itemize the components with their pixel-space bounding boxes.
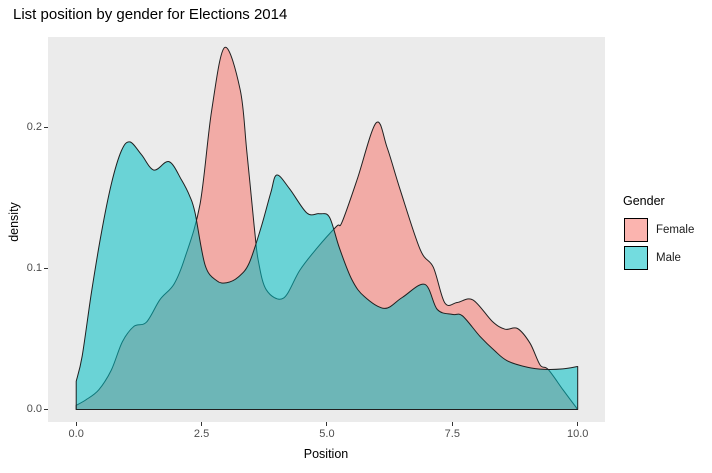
x-tick-mark [577, 422, 579, 426]
density-area-male [75, 141, 579, 410]
x-tick-mark [326, 422, 328, 426]
legend-item-male: Male [624, 246, 694, 270]
legend-label: Male [656, 252, 681, 264]
x-tick-label: 7.5 [444, 428, 460, 440]
x-axis-title: Position [303, 447, 349, 461]
y-tick-label: 0.1 [26, 262, 42, 275]
legend-swatch-male [624, 246, 648, 270]
legend-swatch-female [624, 218, 648, 242]
legend-label: Female [656, 224, 695, 236]
density-chart [75, 46, 579, 410]
x-tick-mark [75, 422, 77, 426]
chart-title: List position by gender for Elections 20… [13, 6, 288, 23]
y-axis-title: density [7, 202, 21, 242]
x-tick-label: 5.0 [319, 428, 335, 440]
x-tick-label: 0.0 [68, 428, 84, 440]
y-tick-mark [44, 409, 48, 410]
y-tick-mark [44, 127, 48, 129]
x-tick-mark [451, 422, 453, 426]
legend: Gender Female Male [623, 194, 694, 270]
x-tick-label: 2.5 [193, 428, 210, 440]
legend-title: Gender [623, 194, 665, 208]
legend-item-female: Female [624, 218, 694, 242]
x-tick-mark [201, 422, 203, 426]
y-tick-label: 0.0 [26, 403, 42, 415]
y-tick-label: 0.2 [26, 121, 42, 134]
y-tick-mark [44, 268, 48, 270]
legend-items: Female Male [624, 218, 694, 270]
x-tick-label: 10.0 [566, 428, 589, 440]
